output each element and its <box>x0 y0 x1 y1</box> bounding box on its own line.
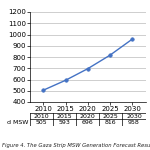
Text: d MSW: d MSW <box>8 120 29 125</box>
Text: 2020: 2020 <box>80 114 96 118</box>
Text: Figure 4. The Gaza Strip MSW Generation Forecast Results: Figure 4. The Gaza Strip MSW Generation … <box>2 144 150 148</box>
Text: 593: 593 <box>59 120 71 125</box>
Text: 505: 505 <box>36 120 47 125</box>
Text: 2030: 2030 <box>126 114 142 118</box>
Text: 958: 958 <box>128 120 140 125</box>
Text: 2015: 2015 <box>57 114 72 118</box>
Text: 2010: 2010 <box>34 114 49 118</box>
Text: 696: 696 <box>82 120 94 125</box>
Text: 2025: 2025 <box>103 114 119 118</box>
Text: 816: 816 <box>105 120 117 125</box>
